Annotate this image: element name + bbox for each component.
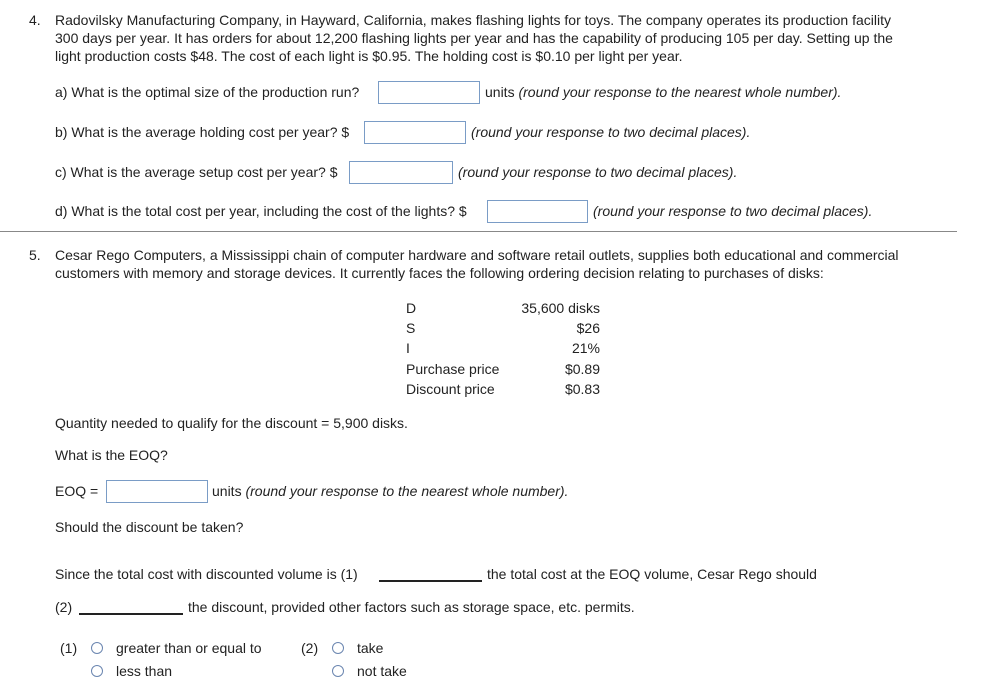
question-d-label: d) What is the total cost per year, incl…	[55, 203, 467, 219]
param-value: 35,600 disks	[521, 300, 600, 316]
since-after-text: the total cost at the EOQ volume, Cesar …	[487, 566, 817, 582]
total-cost-input[interactable]	[487, 200, 588, 223]
param-label: Discount price	[406, 381, 495, 397]
eoq-question: What is the EOQ?	[55, 447, 168, 463]
param-value: $26	[576, 320, 600, 336]
problem-text-line: Radovilsky Manufacturing Company, in Hay…	[55, 12, 891, 28]
question-a-hint: units (round your response to the neares…	[485, 83, 841, 101]
question-number: 5.	[29, 247, 41, 263]
units-label: units	[485, 84, 515, 100]
discount-question: Should the discount be taken?	[55, 519, 244, 535]
eoq-label: EOQ =	[55, 483, 99, 499]
eoq-input[interactable]	[106, 480, 208, 503]
blank-2-after-text: the discount, provided other factors suc…	[188, 599, 635, 615]
param-label: D	[406, 300, 417, 316]
problem-text-line: Cesar Rego Computers, a Mississippi chai…	[55, 247, 899, 263]
rounding-hint: (round your response to two decimal plac…	[593, 203, 873, 219]
blank-1-dropdown[interactable]	[379, 580, 482, 582]
units-label: units	[212, 483, 242, 499]
radio-greater-equal[interactable]	[91, 642, 103, 654]
param-label: Purchase price	[406, 361, 500, 377]
problem-text-line: 300 days per year. It has orders for abo…	[55, 30, 893, 46]
rounding-hint: (round your response to the nearest whol…	[518, 84, 842, 100]
problem-text-line: light production costs $48. The cost of …	[55, 48, 683, 64]
eoq-hint: units (round your response to the neares…	[212, 482, 568, 500]
param-value: 21%	[571, 340, 600, 356]
choices-2-label: (2)	[301, 640, 319, 656]
quantity-text: Quantity needed to qualify for the disco…	[55, 415, 408, 431]
blank-2-label: (2)	[55, 599, 73, 615]
radio-not-take[interactable]	[332, 665, 344, 677]
rounding-hint: (round your response to two decimal plac…	[471, 124, 751, 140]
question-a-label: a) What is the optimal size of the produ…	[55, 84, 360, 100]
radio-less-than[interactable]	[91, 665, 103, 677]
param-label: S	[406, 320, 416, 336]
option-label: take	[357, 640, 384, 656]
option-label: not take	[357, 663, 407, 679]
problem-text-line: customers with memory and storage device…	[55, 265, 824, 281]
param-value: $0.89	[564, 361, 600, 377]
section-divider	[0, 231, 957, 232]
question-number: 4.	[29, 12, 41, 28]
option-label: less than	[116, 663, 173, 679]
param-label: I	[406, 340, 410, 356]
holding-cost-input[interactable]	[364, 121, 466, 144]
rounding-hint: (round your response to the nearest whol…	[245, 483, 569, 499]
option-label: greater than or equal to	[116, 640, 262, 656]
radio-take[interactable]	[332, 642, 344, 654]
question-c-label: c) What is the average setup cost per ye…	[55, 164, 338, 180]
choices-1-label: (1)	[60, 640, 78, 656]
blank-2-dropdown[interactable]	[79, 613, 183, 615]
since-text: Since the total cost with discounted vol…	[55, 566, 358, 582]
rounding-hint: (round your response to two decimal plac…	[458, 164, 738, 180]
optimal-run-input[interactable]	[378, 81, 480, 104]
question-b-label: b) What is the average holding cost per …	[55, 124, 350, 140]
param-value: $0.83	[564, 381, 600, 397]
setup-cost-input[interactable]	[349, 161, 453, 184]
